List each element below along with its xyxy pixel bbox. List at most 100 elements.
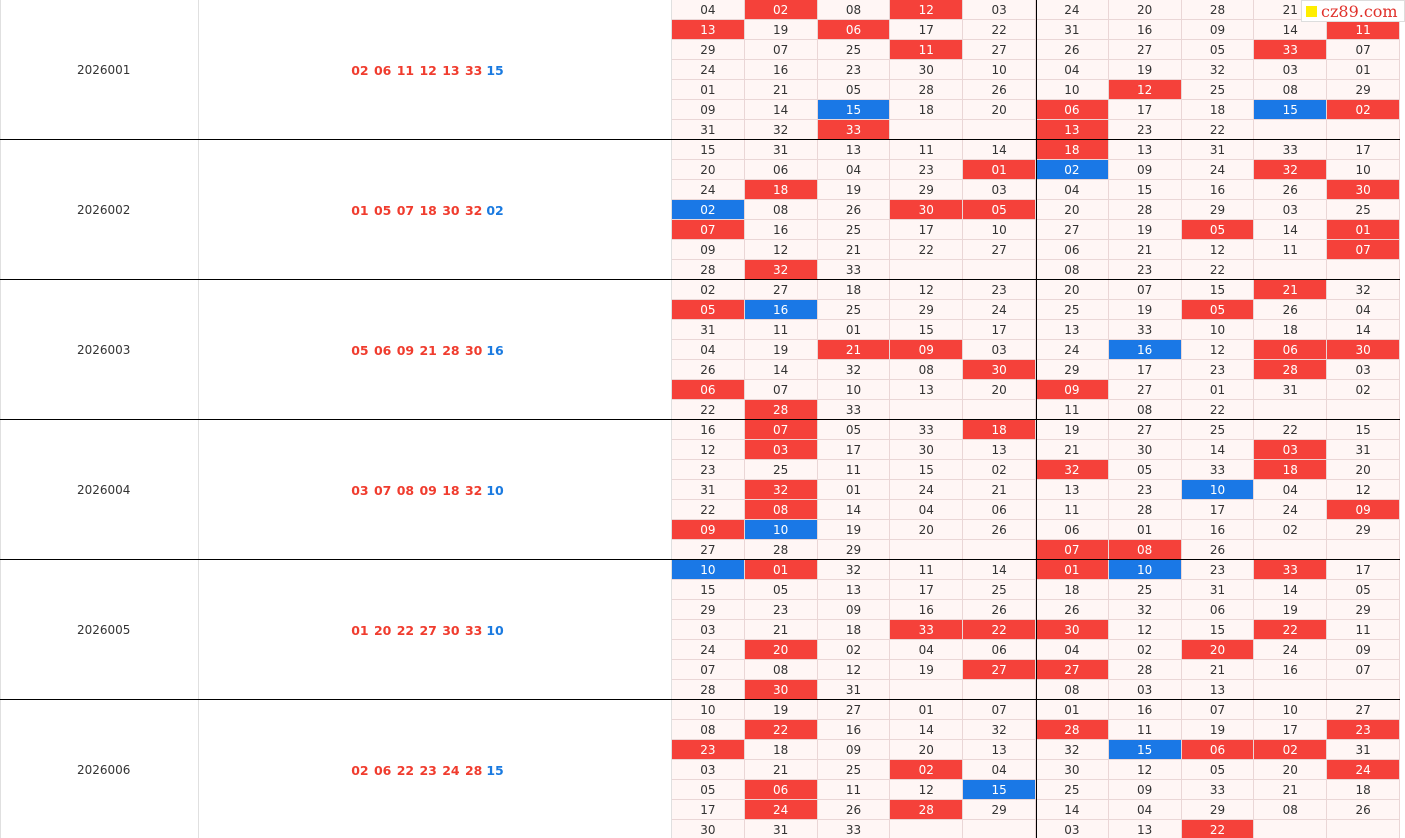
number-cell: 21 bbox=[1254, 280, 1328, 300]
number-cell bbox=[1327, 260, 1400, 280]
number-cell: 05 bbox=[1181, 760, 1255, 780]
issue-cell: 2026001 bbox=[0, 0, 199, 140]
draw-cell: 03 07 08 09 18 32 10 bbox=[199, 420, 672, 560]
number-cell: 20 bbox=[1108, 0, 1182, 20]
number-cell: 29 bbox=[672, 600, 745, 620]
number-cell: 20 bbox=[890, 740, 964, 760]
number-cell: 08 bbox=[1254, 800, 1328, 820]
number-cell: 31 bbox=[744, 820, 818, 838]
number-cell: 33 bbox=[890, 620, 964, 640]
number-cell: 27 bbox=[744, 280, 818, 300]
number-cell: 27 bbox=[963, 660, 1036, 680]
number-cell: 08 bbox=[1254, 80, 1328, 100]
number-cell: 13 bbox=[1108, 820, 1182, 838]
number-cell: 09 bbox=[1181, 20, 1255, 40]
number-cell: 13 bbox=[1181, 680, 1255, 700]
number-cell: 12 bbox=[1108, 80, 1182, 100]
number-cell: 33 bbox=[817, 120, 891, 140]
number-cell: 20 bbox=[1036, 280, 1109, 300]
number-cell: 32 bbox=[1327, 280, 1400, 300]
number-cell: 09 bbox=[1108, 780, 1182, 800]
number-cell: 28 bbox=[744, 400, 818, 420]
number-cell: 18 bbox=[817, 280, 891, 300]
number-cell: 10 bbox=[963, 60, 1036, 80]
number-cell: 16 bbox=[672, 420, 745, 440]
blue-number: 15 bbox=[486, 762, 504, 778]
number-cell: 07 bbox=[744, 420, 818, 440]
number-cell bbox=[1327, 820, 1400, 838]
number-cell: 28 bbox=[1036, 720, 1109, 740]
number-cell bbox=[890, 260, 964, 280]
number-cell: 18 bbox=[1181, 100, 1255, 120]
number-cell: 09 bbox=[1327, 500, 1400, 520]
number-cell: 17 bbox=[1108, 100, 1182, 120]
draw-cell: 05 06 09 21 28 30 16 bbox=[199, 280, 672, 420]
number-cell: 04 bbox=[1327, 300, 1400, 320]
number-cell: 19 bbox=[744, 700, 818, 720]
number-cell: 15 bbox=[1327, 420, 1400, 440]
number-cell: 32 bbox=[1181, 60, 1255, 80]
red-numbers: 03 07 08 09 18 32 bbox=[351, 482, 483, 498]
number-cell: 13 bbox=[963, 440, 1036, 460]
number-cell: 12 bbox=[1327, 480, 1400, 500]
number-cell: 24 bbox=[963, 300, 1036, 320]
number-cell: 13 bbox=[963, 740, 1036, 760]
draw-cell: 01 20 22 27 30 33 10 bbox=[199, 560, 672, 700]
number-cell: 07 bbox=[1108, 280, 1182, 300]
number-cell: 15 bbox=[817, 100, 891, 120]
number-cell: 16 bbox=[1254, 660, 1328, 680]
number-cell: 22 bbox=[672, 500, 745, 520]
number-cell: 06 bbox=[744, 780, 818, 800]
number-cell: 05 bbox=[1181, 220, 1255, 240]
number-cell bbox=[1254, 260, 1328, 280]
number-cell: 03 bbox=[1327, 360, 1400, 380]
number-cell bbox=[963, 260, 1036, 280]
number-cell: 11 bbox=[890, 40, 964, 60]
number-cell: 23 bbox=[890, 160, 964, 180]
number-cell: 10 bbox=[744, 520, 818, 540]
number-cell: 01 bbox=[890, 700, 964, 720]
number-cell: 02 bbox=[1327, 380, 1400, 400]
number-cell: 27 bbox=[1108, 380, 1182, 400]
number-cell: 12 bbox=[1181, 340, 1255, 360]
number-cell bbox=[890, 120, 964, 140]
number-cell: 25 bbox=[817, 300, 891, 320]
number-cell: 14 bbox=[744, 100, 818, 120]
number-cell: 09 bbox=[817, 600, 891, 620]
number-cell: 01 bbox=[817, 320, 891, 340]
number-cell bbox=[963, 680, 1036, 700]
number-cell: 09 bbox=[672, 240, 745, 260]
number-cell: 19 bbox=[1181, 720, 1255, 740]
number-cell: 02 bbox=[672, 280, 745, 300]
number-cell: 20 bbox=[672, 160, 745, 180]
number-cell: 12 bbox=[672, 440, 745, 460]
number-cell: 25 bbox=[1036, 780, 1109, 800]
number-cell: 11 bbox=[817, 460, 891, 480]
number-cell bbox=[890, 400, 964, 420]
number-cell: 20 bbox=[963, 380, 1036, 400]
number-cell: 15 bbox=[1108, 180, 1182, 200]
number-cell: 21 bbox=[1254, 780, 1328, 800]
number-cell bbox=[1327, 540, 1400, 560]
number-cell: 23 bbox=[1181, 360, 1255, 380]
number-cell: 10 bbox=[963, 220, 1036, 240]
number-cell: 06 bbox=[1254, 340, 1328, 360]
number-cell: 05 bbox=[817, 80, 891, 100]
group-divider bbox=[0, 419, 1400, 420]
number-cell: 17 bbox=[817, 440, 891, 460]
number-cell: 18 bbox=[744, 180, 818, 200]
number-cell: 02 bbox=[672, 200, 745, 220]
number-cell: 01 bbox=[963, 160, 1036, 180]
number-cell: 33 bbox=[1181, 460, 1255, 480]
blue-number: 10 bbox=[486, 622, 504, 638]
number-cell: 16 bbox=[1108, 340, 1182, 360]
number-cell: 01 bbox=[817, 480, 891, 500]
number-cell: 13 bbox=[890, 380, 964, 400]
number-cell: 15 bbox=[890, 320, 964, 340]
number-cell: 11 bbox=[890, 140, 964, 160]
number-cell: 09 bbox=[817, 740, 891, 760]
number-cell: 17 bbox=[963, 320, 1036, 340]
number-cell: 24 bbox=[1254, 640, 1328, 660]
number-cell: 23 bbox=[672, 460, 745, 480]
number-cell: 33 bbox=[1254, 560, 1328, 580]
